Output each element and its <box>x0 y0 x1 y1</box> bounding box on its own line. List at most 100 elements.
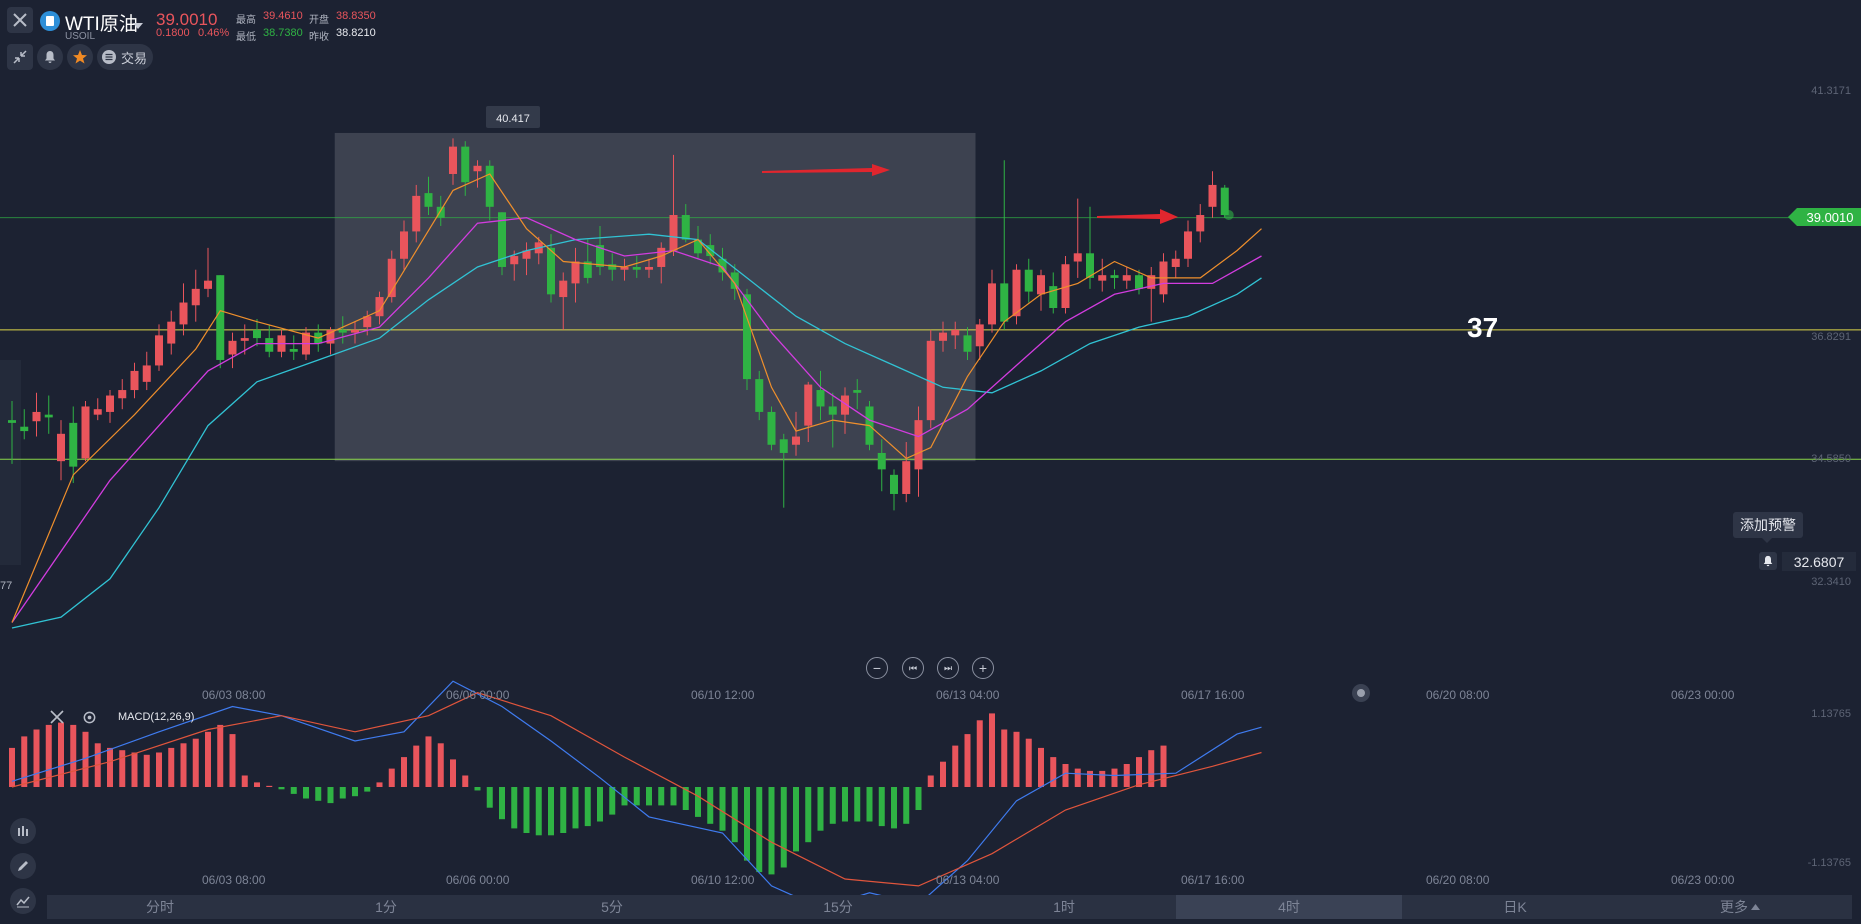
time-axis-label: 06/03 08:00 <box>202 688 266 702</box>
symbol-name[interactable]: WTI原油 <box>65 14 138 35</box>
open-value: 38.8350 <box>336 10 376 22</box>
trade-menu-icon <box>102 50 116 64</box>
collapse-button[interactable] <box>7 44 33 70</box>
macd-histogram-bar <box>707 787 714 824</box>
macd-settings-button[interactable] <box>82 710 97 730</box>
scroll-forward-button[interactable]: ⏭ <box>937 657 959 679</box>
candle <box>167 310 176 355</box>
zoom-out-button[interactable]: − <box>866 657 888 679</box>
low-label: 最低 <box>236 32 256 43</box>
zoom-in-button[interactable]: + <box>972 657 994 679</box>
trade-button[interactable]: 交易 <box>97 44 153 70</box>
add-alert-tooltip[interactable]: 添加预警 <box>1733 512 1803 538</box>
candle <box>1037 269 1045 311</box>
macd-histogram-bar <box>499 787 505 820</box>
macd-histogram-bar <box>278 787 285 790</box>
tab-more[interactable]: 更多 <box>1628 895 1852 919</box>
macd-histogram-bar <box>756 787 763 873</box>
candle <box>926 329 935 429</box>
macd-histogram-bar <box>548 787 554 836</box>
candle <box>400 220 408 270</box>
candle <box>473 160 482 188</box>
alert-bell-button[interactable] <box>1759 552 1777 570</box>
macd-histogram-bar <box>143 754 150 787</box>
macd-histogram-bar <box>633 787 640 806</box>
macd-close-button[interactable] <box>50 710 64 729</box>
candle <box>767 406 776 451</box>
macd-histogram-bar <box>1062 764 1069 787</box>
tab-1hour[interactable]: 1时 <box>1053 899 1075 915</box>
macd-histogram-bar <box>1025 738 1032 787</box>
macd-histogram-bar <box>364 787 371 792</box>
tab-1min[interactable]: 1分 <box>375 899 397 915</box>
tab-4hour[interactable]: 4时 <box>1176 895 1402 919</box>
range-box-annotation[interactable] <box>334 132 976 462</box>
macd-histogram-bar <box>131 752 138 787</box>
macd-histogram-bar <box>805 787 812 843</box>
pencil-icon <box>18 861 28 871</box>
favorite-button[interactable] <box>67 44 93 70</box>
candle <box>743 288 751 391</box>
candle <box>81 400 90 462</box>
line-tool-button[interactable] <box>10 888 36 914</box>
arrow-annotation-1[interactable] <box>762 164 890 176</box>
tab-15min[interactable]: 15分 <box>823 899 853 915</box>
price-axis-label: 36.8291 <box>1811 331 1851 343</box>
macd-histogram-bar <box>560 787 567 833</box>
macd-histogram-bar <box>401 757 407 787</box>
draw-tool-button[interactable] <box>10 853 36 879</box>
indicator-tool-button[interactable] <box>10 818 36 844</box>
candle <box>877 439 886 492</box>
macd-histogram-bar <box>266 785 273 787</box>
candle <box>669 154 678 257</box>
tab-5min[interactable]: 5分 <box>601 899 623 915</box>
candle <box>265 324 274 358</box>
level-text-annotation[interactable]: 37 <box>1467 312 1498 343</box>
time-axis-label: 06/17 16:00 <box>1181 873 1245 887</box>
tab-timeshare[interactable]: 分时 <box>146 899 174 915</box>
candle <box>963 327 972 360</box>
ma20-line <box>11 233 1262 629</box>
macd-histogram-bar <box>339 787 346 799</box>
scroll-to-latest-button[interactable] <box>1352 684 1370 702</box>
candle <box>1184 220 1192 267</box>
candle <box>718 247 727 281</box>
macd-histogram-bar <box>474 787 481 791</box>
candle <box>804 381 813 443</box>
macd-histogram-bar <box>866 787 873 822</box>
candle <box>412 184 421 243</box>
tab-daily[interactable]: 日K <box>1503 899 1527 915</box>
price-axis-label: 41.3171 <box>1811 85 1851 97</box>
macd-histogram-bar <box>254 782 260 787</box>
macd-histogram-bar <box>780 787 787 868</box>
scroll-back-button[interactable]: ⏮ <box>902 657 924 679</box>
candle <box>779 433 788 508</box>
candle <box>155 324 163 371</box>
macd-histogram-bar <box>156 752 162 787</box>
macd-histogram-bar <box>9 747 15 787</box>
price-change-pct: 0.46% <box>198 27 230 39</box>
macd-histogram-bar <box>192 738 199 787</box>
ma5-line <box>11 173 1262 623</box>
candle <box>179 283 188 336</box>
tooltip-pointer <box>1762 538 1772 543</box>
candle <box>975 318 984 360</box>
left-cut-label: 77 <box>0 580 13 592</box>
alert-button[interactable] <box>37 44 63 70</box>
close-button[interactable] <box>7 7 33 33</box>
macd-histogram-bar <box>437 743 444 787</box>
left-scroll-strip[interactable] <box>0 360 21 565</box>
symbol-dropdown-icon[interactable] <box>133 17 143 35</box>
candle <box>130 362 139 399</box>
time-axis-label: 06/13 04:00 <box>936 688 1000 702</box>
candle <box>1086 206 1094 289</box>
arrow-annotation-2[interactable] <box>1097 209 1178 224</box>
price-axis-label: 32.3410 <box>1811 576 1851 588</box>
candle <box>853 379 862 410</box>
candle <box>44 395 53 434</box>
time-axis-label: 06/17 16:00 <box>1181 688 1245 702</box>
peak-price-label: 40.417 <box>486 106 540 128</box>
candle <box>289 335 298 360</box>
alert-price-value[interactable]: 32.6807 <box>1782 552 1856 571</box>
